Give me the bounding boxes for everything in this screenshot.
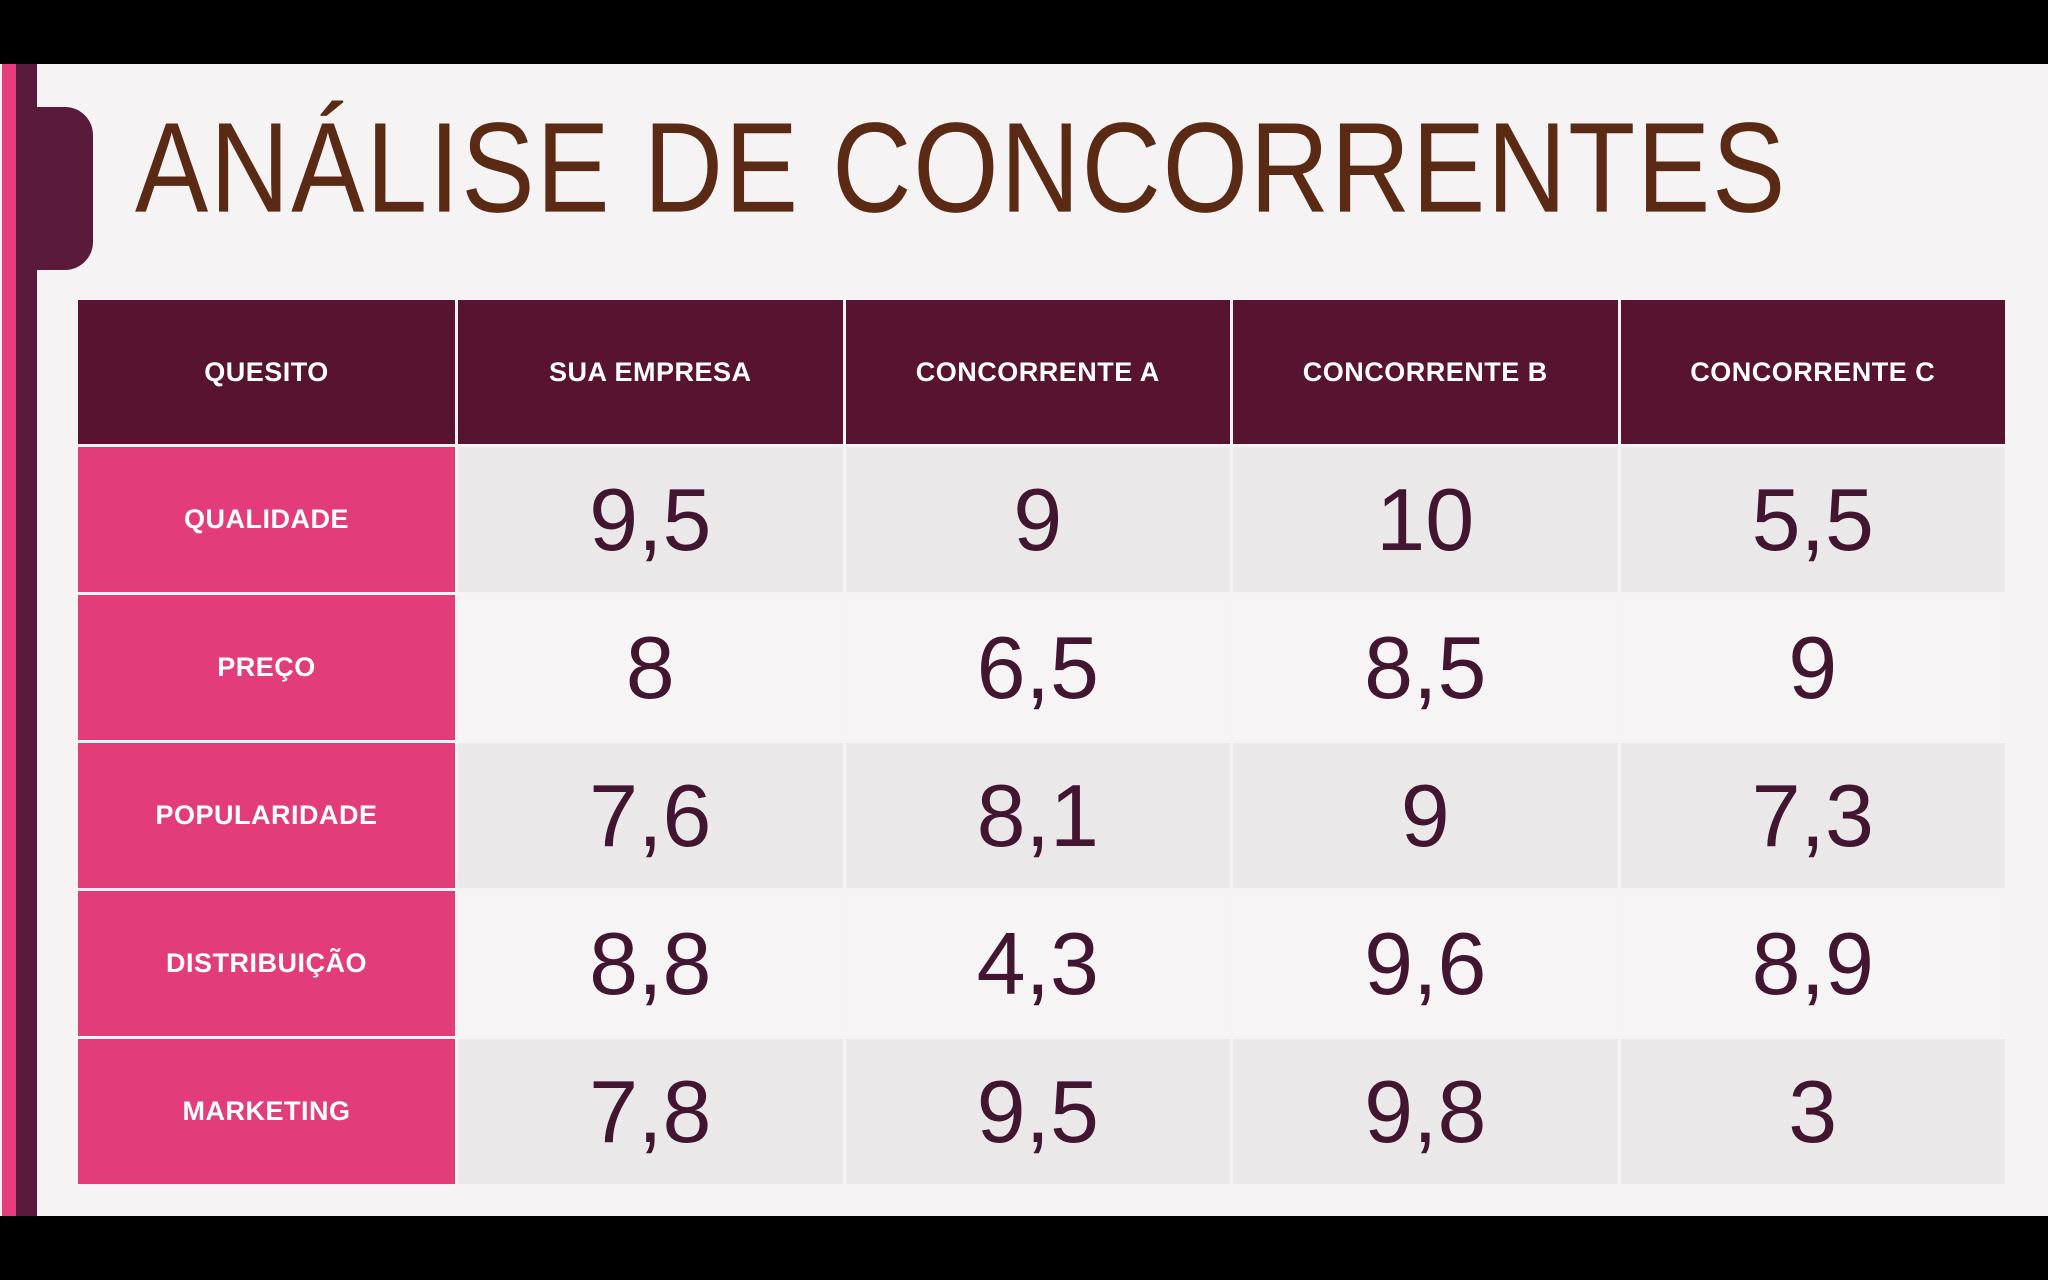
column-header-concorrente-c: CONCORRENTE C — [1620, 300, 2005, 444]
row-label-distribuicao: DISTRIBUIÇÃO — [78, 891, 455, 1036]
cell-popularidade-sua-empresa: 7,6 — [458, 743, 843, 888]
cell-qualidade-concorrente-b: 10 — [1233, 447, 1618, 592]
row-label-popularidade: POPULARIDADE — [78, 743, 455, 888]
column-header-concorrente-a: CONCORRENTE A — [845, 300, 1230, 444]
slide-title: ANÁLISE DE CONCORRENTES — [135, 96, 1788, 239]
cell-marketing-sua-empresa: 7,8 — [458, 1039, 843, 1184]
cell-distribuicao-sua-empresa: 8,8 — [458, 891, 843, 1036]
cell-marketing-concorrente-a: 9,5 — [845, 1039, 1230, 1184]
column-header-quesito: QUESITO — [78, 300, 455, 444]
cell-popularidade-concorrente-c: 7,3 — [1620, 743, 2005, 888]
column-header-sua-empresa: SUA EMPRESA — [458, 300, 843, 444]
left-tab-shape — [37, 107, 93, 270]
left-pink-stripe — [2, 64, 16, 1216]
row-label-preco: PREÇO — [78, 595, 455, 740]
cell-preco-sua-empresa: 8 — [458, 595, 843, 740]
left-maroon-stripe — [16, 64, 37, 1216]
cell-popularidade-concorrente-b: 9 — [1233, 743, 1618, 888]
competitor-analysis-table: QUESITO SUA EMPRESA CONCORRENTE A CONCOR… — [78, 300, 2005, 1184]
presentation-slide: ANÁLISE DE CONCORRENTES QUESITO SUA EMPR… — [0, 64, 2048, 1216]
cell-distribuicao-concorrente-b: 9,6 — [1233, 891, 1618, 1036]
cell-preco-concorrente-c: 9 — [1620, 595, 2005, 740]
row-label-qualidade: QUALIDADE — [78, 447, 455, 592]
cell-qualidade-concorrente-c: 5,5 — [1620, 447, 2005, 592]
column-header-concorrente-b: CONCORRENTE B — [1233, 300, 1618, 444]
cell-marketing-concorrente-c: 3 — [1620, 1039, 2005, 1184]
cell-preco-concorrente-a: 6,5 — [845, 595, 1230, 740]
cell-qualidade-sua-empresa: 9,5 — [458, 447, 843, 592]
cell-distribuicao-concorrente-c: 8,9 — [1620, 891, 2005, 1036]
cell-popularidade-concorrente-a: 8,1 — [845, 743, 1230, 888]
cell-marketing-concorrente-b: 9,8 — [1233, 1039, 1618, 1184]
row-label-marketing: MARKETING — [78, 1039, 455, 1184]
cell-distribuicao-concorrente-a: 4,3 — [845, 891, 1230, 1036]
cell-preco-concorrente-b: 8,5 — [1233, 595, 1618, 740]
cell-qualidade-concorrente-a: 9 — [845, 447, 1230, 592]
